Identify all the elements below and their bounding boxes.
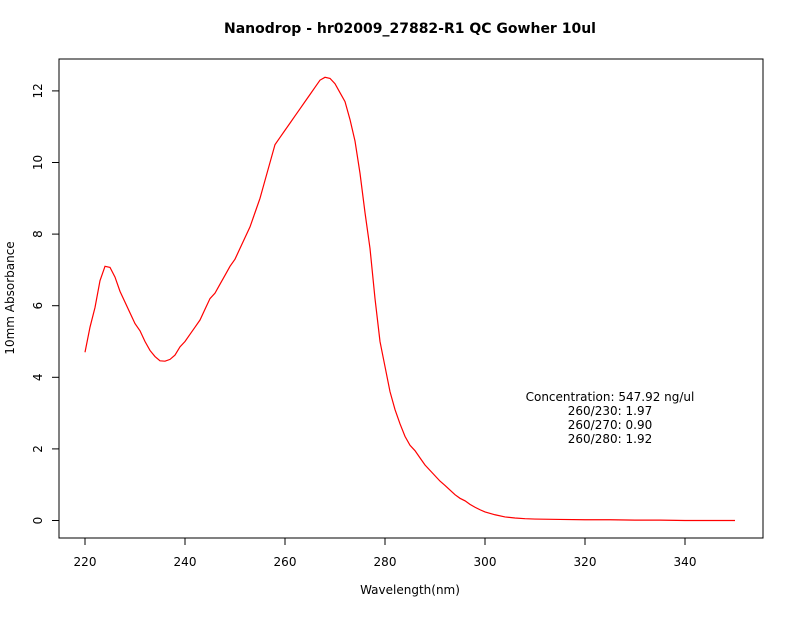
- absorbance-series-line: [84, 76, 735, 522]
- y-tick-label: 8: [31, 230, 45, 238]
- x-tick-label: 340: [674, 555, 697, 569]
- y-tick-label: 4: [31, 373, 45, 381]
- x-tick-label: 220: [74, 555, 97, 569]
- y-tick-label: 0: [31, 517, 45, 525]
- y-axis: 0 2 4 6 8 10 12: [31, 83, 59, 524]
- ratio-260-270-text: 260/270: 0.90: [568, 418, 652, 432]
- ratio-260-280-text: 260/280: 1.92: [568, 432, 652, 446]
- x-tick-label: 320: [574, 555, 597, 569]
- concentration-text: Concentration: 547.92 ng/ul: [526, 390, 695, 404]
- x-tick-label: 300: [474, 555, 497, 569]
- y-axis-label: 10mm Absorbance: [3, 241, 17, 354]
- x-axis-label: Wavelength(nm): [360, 583, 460, 597]
- ratio-260-230-text: 260/230: 1.97: [568, 404, 652, 418]
- chart-title: Nanodrop - hr02009_27882-R1 QC Gowher 10…: [224, 21, 596, 37]
- sample-metrics-annotation: Concentration: 547.92 ng/ul 260/230: 1.9…: [526, 390, 695, 446]
- x-axis: 220 240 260 280 300 320 340: [74, 538, 697, 569]
- y-tick-label: 6: [31, 302, 45, 310]
- y-tick-label: 12: [31, 83, 45, 98]
- x-tick-label: 260: [274, 555, 297, 569]
- x-tick-label: 240: [174, 555, 197, 569]
- y-tick-label: 10: [31, 155, 45, 170]
- x-tick-label: 280: [374, 555, 397, 569]
- y-tick-label: 2: [31, 445, 45, 453]
- plot-frame: [58, 58, 764, 539]
